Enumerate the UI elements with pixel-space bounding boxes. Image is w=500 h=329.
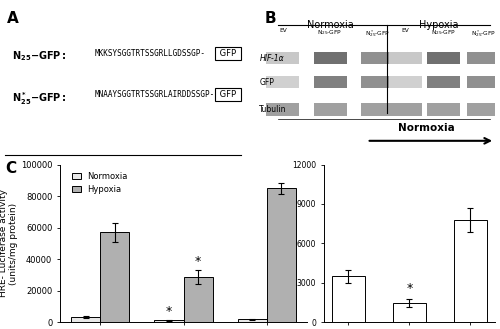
FancyBboxPatch shape xyxy=(466,52,500,64)
Bar xyxy=(184,277,212,322)
Text: N$_{25}^*$-GFP: N$_{25}^*$-GFP xyxy=(470,28,496,38)
Text: *: * xyxy=(406,282,412,295)
FancyBboxPatch shape xyxy=(360,52,394,64)
FancyBboxPatch shape xyxy=(389,103,422,115)
FancyBboxPatch shape xyxy=(426,52,460,64)
Text: C: C xyxy=(6,161,17,176)
Text: A: A xyxy=(8,11,19,26)
Text: B: B xyxy=(264,11,276,26)
FancyBboxPatch shape xyxy=(314,76,346,88)
Text: *: * xyxy=(195,255,202,267)
Bar xyxy=(71,317,101,322)
Text: $\mathbf{N_{25}^*}$$\mathbf{-GFP:}$: $\mathbf{N_{25}^*}$$\mathbf{-GFP:}$ xyxy=(12,90,67,107)
Bar xyxy=(332,276,365,322)
Text: N$_{25}^*$-GFP: N$_{25}^*$-GFP xyxy=(364,28,390,38)
FancyBboxPatch shape xyxy=(314,103,346,115)
FancyBboxPatch shape xyxy=(466,103,500,115)
Bar xyxy=(100,232,130,322)
Text: Hypoxia: Hypoxia xyxy=(418,20,458,30)
FancyBboxPatch shape xyxy=(314,52,346,64)
FancyBboxPatch shape xyxy=(360,76,394,88)
Text: GFP: GFP xyxy=(260,78,274,87)
FancyBboxPatch shape xyxy=(266,76,300,88)
Text: MKKSYSGGTRTSSGRLLGDSSGP-: MKKSYSGGTRTSSGRLLGDSSGP- xyxy=(94,49,206,58)
Bar xyxy=(392,303,426,322)
Text: N$_{25}$-GFP: N$_{25}$-GFP xyxy=(318,28,342,37)
Text: EV: EV xyxy=(279,28,287,33)
Text: Tubulin: Tubulin xyxy=(260,105,287,114)
Legend: Normoxia, Hypoxia: Normoxia, Hypoxia xyxy=(69,169,131,197)
Text: HIF-1α: HIF-1α xyxy=(260,54,284,63)
FancyBboxPatch shape xyxy=(360,103,394,115)
Text: GFP: GFP xyxy=(217,90,239,99)
Text: $\mathbf{N_{25}}$$\mathbf{-GFP:}$: $\mathbf{N_{25}}$$\mathbf{-GFP:}$ xyxy=(12,49,67,63)
Y-axis label: HRE- Luciferase activity
(units/mg protein): HRE- Luciferase activity (units/mg prote… xyxy=(0,190,18,297)
Text: GFP: GFP xyxy=(217,49,239,58)
Bar xyxy=(267,188,296,322)
FancyBboxPatch shape xyxy=(426,103,460,115)
Text: Normoxia: Normoxia xyxy=(306,20,354,30)
FancyBboxPatch shape xyxy=(389,76,422,88)
FancyBboxPatch shape xyxy=(266,52,300,64)
Text: *: * xyxy=(166,305,172,318)
FancyBboxPatch shape xyxy=(426,76,460,88)
FancyBboxPatch shape xyxy=(266,103,300,115)
Text: MNAAYSGGTRTSSGRLAIRDDSSGP-: MNAAYSGGTRTSSGRLAIRDDSSGP- xyxy=(94,90,215,99)
Bar xyxy=(454,220,487,322)
Bar xyxy=(154,320,184,322)
FancyBboxPatch shape xyxy=(466,76,500,88)
Text: Normoxia: Normoxia xyxy=(398,123,455,133)
Text: EV: EV xyxy=(402,28,409,33)
Bar xyxy=(238,319,267,322)
FancyBboxPatch shape xyxy=(389,52,422,64)
Text: N$_{25}$-GFP: N$_{25}$-GFP xyxy=(430,28,456,37)
